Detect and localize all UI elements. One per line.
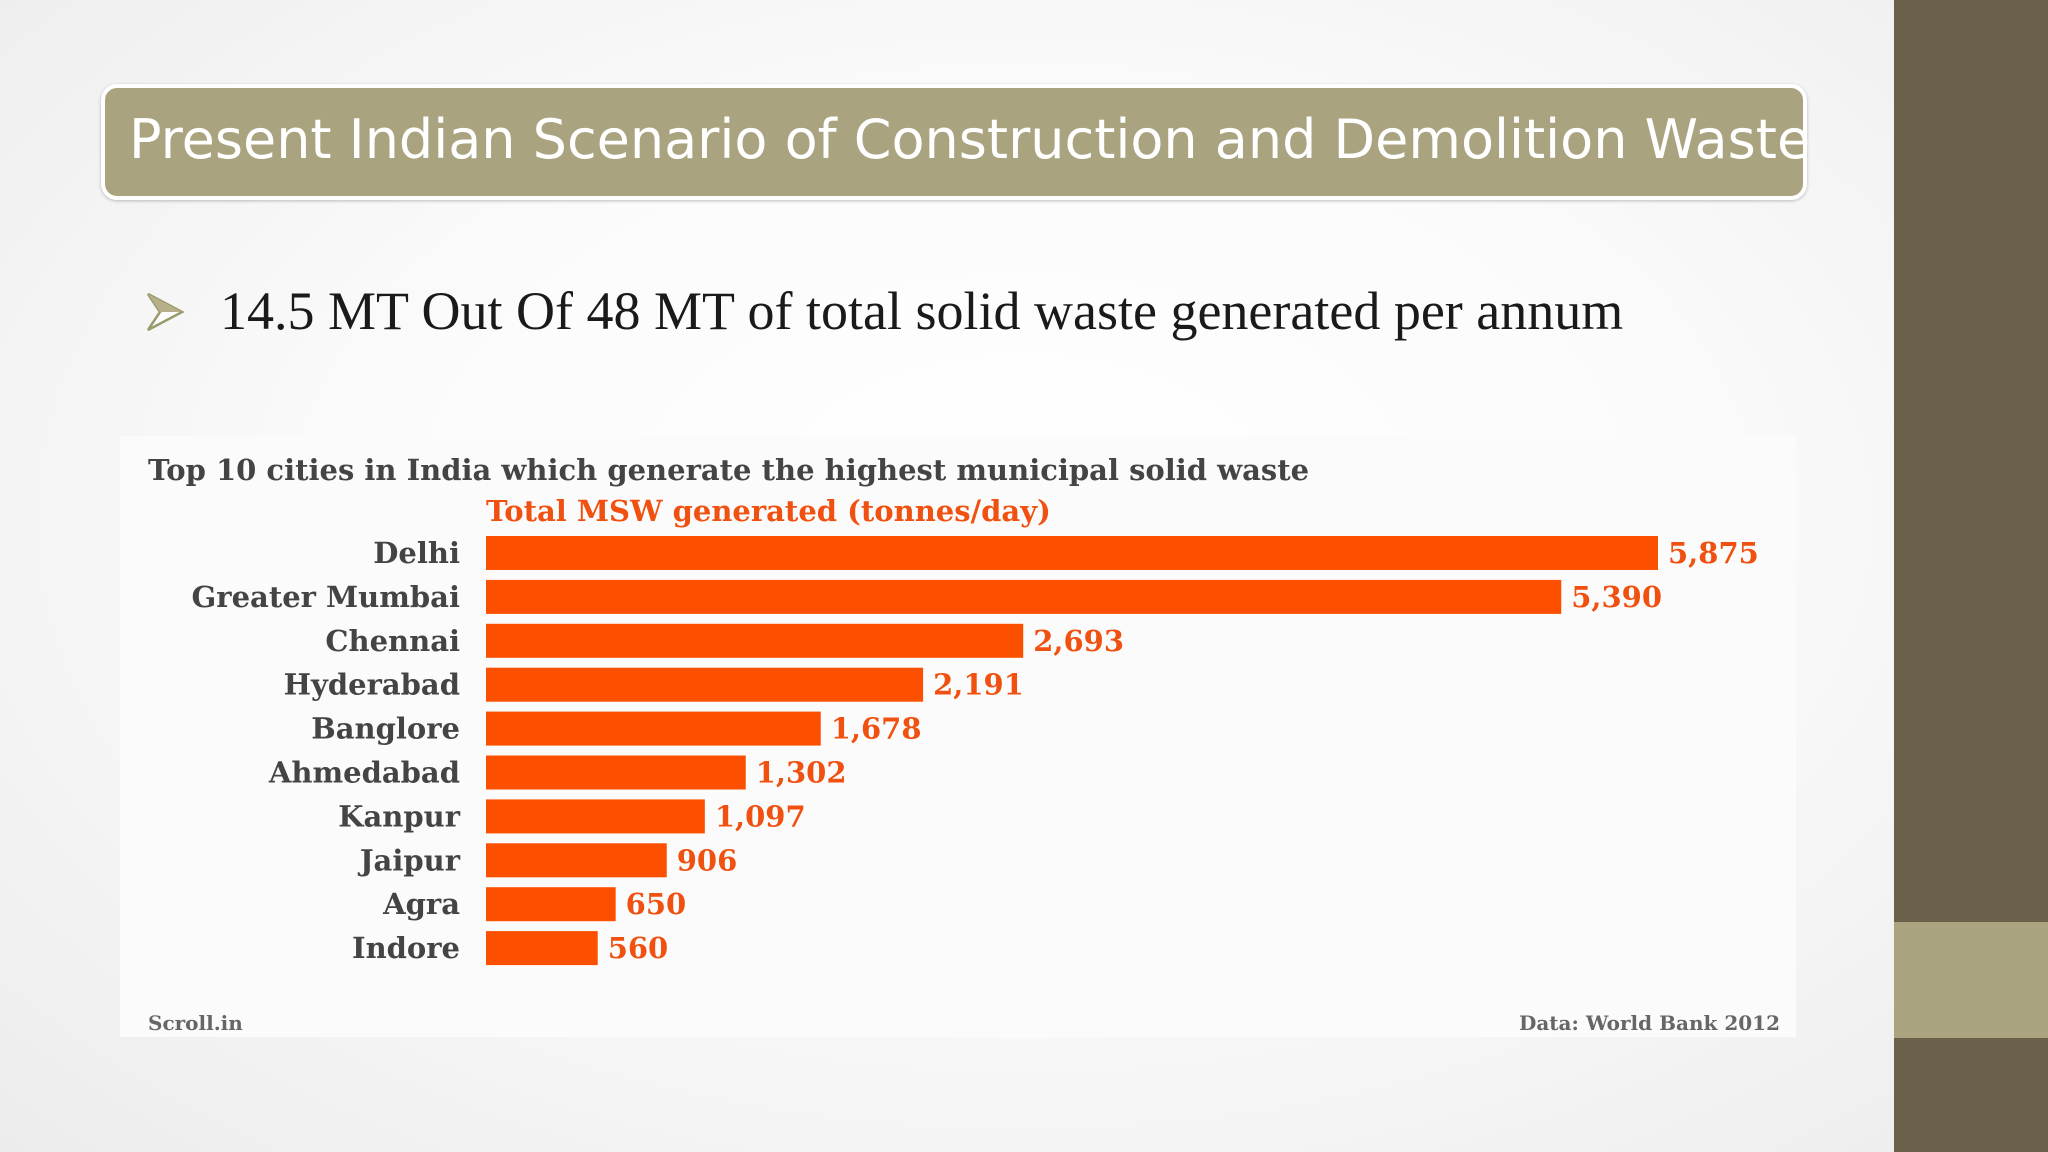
right-decor-accent	[1894, 922, 2048, 1038]
value-label: 650	[626, 887, 687, 921]
value-label: 1,302	[756, 756, 847, 790]
slide-title-bar: Present Indian Scenario of Construction …	[101, 84, 1811, 200]
category-label: Jaipur	[357, 843, 461, 877]
category-label: Chennai	[325, 624, 460, 658]
bar-chart: Top 10 cities in India which generate th…	[148, 453, 1780, 1035]
bullet-text: 14.5 MT Out Of 48 MT of total solid wast…	[220, 281, 1624, 341]
category-label: Agra	[382, 887, 460, 921]
source-right: Data: World Bank 2012	[1519, 1011, 1780, 1035]
chart-title: Top 10 cities in India which generate th…	[148, 453, 1309, 487]
arrowhead-bullet-icon	[146, 292, 184, 332]
value-label: 560	[608, 931, 669, 965]
bar	[486, 536, 1658, 570]
category-label: Kanpur	[338, 799, 460, 833]
category-label: Hyderabad	[284, 668, 460, 702]
bar	[486, 843, 667, 878]
category-label: Indore	[352, 931, 460, 965]
category-label: Greater Mumbai	[192, 580, 460, 614]
chart-image: Top 10 cities in India which generate th…	[120, 436, 1796, 1037]
source-left: Scroll.in	[148, 1011, 243, 1035]
bars-group: Delhi 5,875 Greater Mumbai 5,390 Chennai 2,69…	[192, 536, 1759, 966]
chart-subtitle: Total MSW generated (tonnes/day)	[486, 494, 1051, 528]
value-label: 1,097	[715, 799, 806, 833]
value-label: 906	[677, 843, 738, 877]
bar	[486, 623, 1024, 658]
bar	[486, 667, 924, 702]
bar	[486, 579, 1562, 614]
bar	[486, 931, 598, 966]
bar	[486, 799, 705, 834]
bar	[486, 887, 616, 922]
category-label: Ahmedabad	[268, 756, 460, 790]
slide-title: Present Indian Scenario of Construction …	[129, 108, 1811, 171]
value-label: 1,678	[831, 712, 922, 746]
category-label: Banglore	[311, 712, 460, 746]
bar	[486, 755, 746, 790]
value-label: 2,191	[933, 668, 1024, 702]
category-label: Delhi	[373, 536, 460, 570]
value-label: 2,693	[1033, 624, 1124, 658]
value-label: 5,390	[1571, 580, 1662, 614]
value-label: 5,875	[1668, 536, 1759, 570]
bar	[486, 711, 821, 746]
